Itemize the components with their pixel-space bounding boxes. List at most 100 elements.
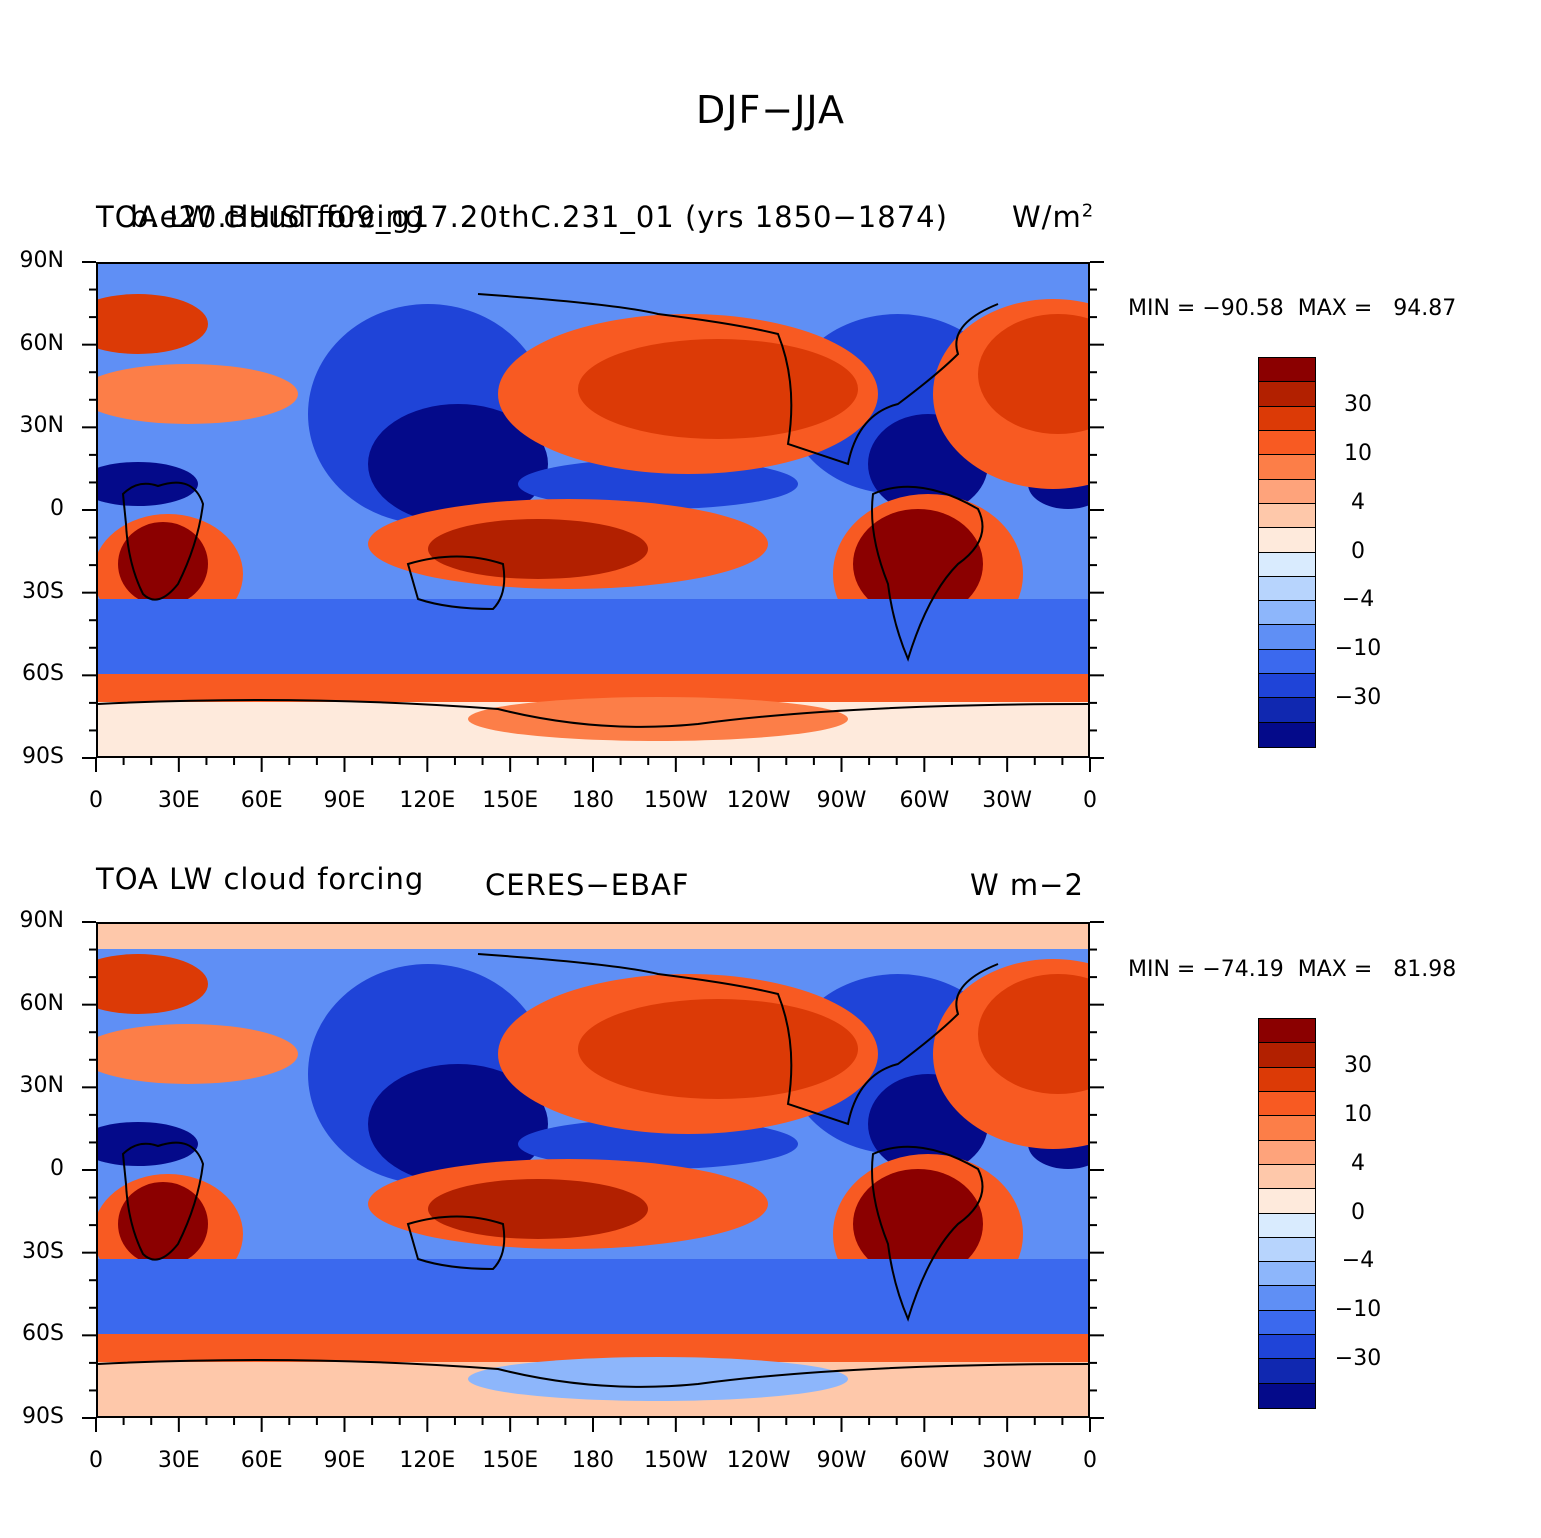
colorbar-swatch — [1259, 674, 1315, 699]
panel-left-title: TOA LW cloud forcing — [96, 862, 425, 896]
panel-center-title: CERES−EBAF — [485, 868, 690, 902]
colorbar-swatch — [1259, 1019, 1315, 1044]
lat-label: 60N — [19, 990, 64, 1016]
colorbar-swatch — [1259, 1335, 1315, 1360]
field-region — [853, 1169, 983, 1279]
colorbar-label: −10 — [1334, 636, 1382, 662]
lon-label: 60W — [899, 788, 950, 813]
colorbar-swatch — [1259, 552, 1315, 577]
colorbar-swatch — [1259, 576, 1315, 602]
lat-label: 0 — [50, 1156, 64, 1181]
lon-label: 60E — [240, 788, 283, 813]
lon-label: 180 — [572, 788, 614, 813]
colorbar-swatch — [1259, 479, 1315, 504]
field-region — [978, 974, 1088, 1094]
colorbar-label: −4 — [1341, 587, 1375, 613]
colorbar-swatch — [1259, 1310, 1315, 1336]
coastline — [477, 293, 999, 466]
field-region — [98, 1259, 1088, 1334]
coastline — [406, 555, 506, 611]
lon-label: 180 — [572, 1448, 614, 1473]
lon-label: 0 — [1083, 788, 1097, 813]
field-region — [98, 674, 1088, 702]
colorbar-swatch — [1259, 649, 1315, 675]
min-max-stats: MIN = −74.19 MAX = 81.98 — [1128, 957, 1457, 982]
map-field — [96, 262, 1090, 758]
min-max-stats: MIN = −90.58 MAX = 94.87 — [1128, 296, 1457, 321]
colorbar-swatch — [1259, 1262, 1315, 1287]
panel-center-title: b.e20.BHIST.f09_g17.20thC.231_01 (yrs 18… — [130, 200, 948, 234]
field-region — [368, 1064, 548, 1184]
colorbar-swatch — [1259, 1237, 1315, 1263]
colorbar-label: −30 — [1334, 1346, 1382, 1372]
colorbar-label: 10 — [1344, 440, 1372, 466]
colorbar-swatch — [1259, 698, 1315, 723]
panel-units: W m−2 — [970, 868, 1084, 902]
field-region — [428, 1179, 648, 1239]
coastline — [121, 1141, 205, 1261]
colorbar-swatch — [1259, 430, 1315, 456]
lat-label: 90S — [22, 744, 64, 769]
lon-label: 0 — [89, 788, 103, 813]
colorbar-swatch — [1259, 601, 1315, 626]
lat-label: 0 — [50, 496, 64, 521]
panel-left-title: TOA LW cloud forcing — [96, 200, 425, 234]
colorbar — [1258, 357, 1316, 748]
lat-label: 30N — [19, 1073, 64, 1099]
field-region — [98, 1334, 1088, 1362]
lon-label: 0 — [1083, 1448, 1097, 1473]
colorbar-label: 30 — [1344, 1052, 1372, 1078]
field-region — [98, 364, 298, 424]
lon-label: 0 — [89, 1448, 103, 1473]
colorbar-swatch — [1259, 1043, 1315, 1068]
lat-label: 30S — [22, 578, 64, 604]
colorbar-swatch — [1259, 406, 1315, 431]
coastline — [477, 953, 999, 1126]
lat-label: 90S — [22, 1404, 64, 1429]
coastline — [406, 1215, 506, 1271]
colorbar-swatch — [1259, 358, 1315, 383]
lon-label: 150E — [482, 788, 539, 813]
figure-title: DJF−JJA — [696, 88, 845, 132]
colorbar-swatch — [1259, 1091, 1315, 1117]
colorbar-swatch — [1259, 1383, 1315, 1408]
lon-label: 150E — [482, 1448, 539, 1473]
colorbar-swatch — [1259, 1189, 1315, 1214]
field-region — [468, 697, 848, 741]
coastline — [98, 699, 1088, 728]
field-region — [468, 1357, 848, 1401]
lon-label: 90W — [816, 1448, 867, 1473]
coastline — [121, 481, 205, 601]
lon-label: 30W — [982, 788, 1033, 813]
colorbar-swatch — [1259, 722, 1315, 747]
colorbar-swatch — [1259, 503, 1315, 529]
colorbar-swatch — [1259, 1140, 1315, 1165]
colorbar-swatch — [1259, 528, 1315, 553]
field-region — [118, 522, 208, 606]
field-region — [853, 509, 983, 619]
colorbar-label: 30 — [1344, 391, 1372, 417]
field-region — [98, 1024, 298, 1084]
lon-label: 120W — [726, 1448, 791, 1473]
coastline — [871, 1145, 984, 1322]
colorbar-swatch — [1259, 1213, 1315, 1238]
colorbar-swatch — [1259, 1116, 1315, 1141]
field-region — [98, 264, 1088, 289]
lon-label: 90E — [323, 788, 366, 813]
lon-label: 30W — [982, 1448, 1033, 1473]
lon-label: 150W — [643, 1448, 708, 1473]
obs-panel: TOA LW cloud forcing CERES−EBAF W m−2 90… — [0, 0, 1541, 1473]
field-region — [368, 404, 548, 524]
colorbar-swatch — [1259, 1359, 1315, 1384]
lon-label: 90E — [323, 1448, 366, 1473]
colorbar-label: −4 — [1341, 1248, 1375, 1274]
coastline — [98, 1359, 1088, 1388]
field-region — [98, 294, 208, 354]
lon-label: 30E — [157, 788, 200, 813]
colorbar-label: 0 — [1351, 1199, 1365, 1225]
field-region — [118, 1182, 208, 1266]
colorbar-label: 4 — [1351, 489, 1365, 515]
panel-units: W/m2 — [1012, 200, 1095, 234]
lon-label: 90W — [816, 788, 867, 813]
